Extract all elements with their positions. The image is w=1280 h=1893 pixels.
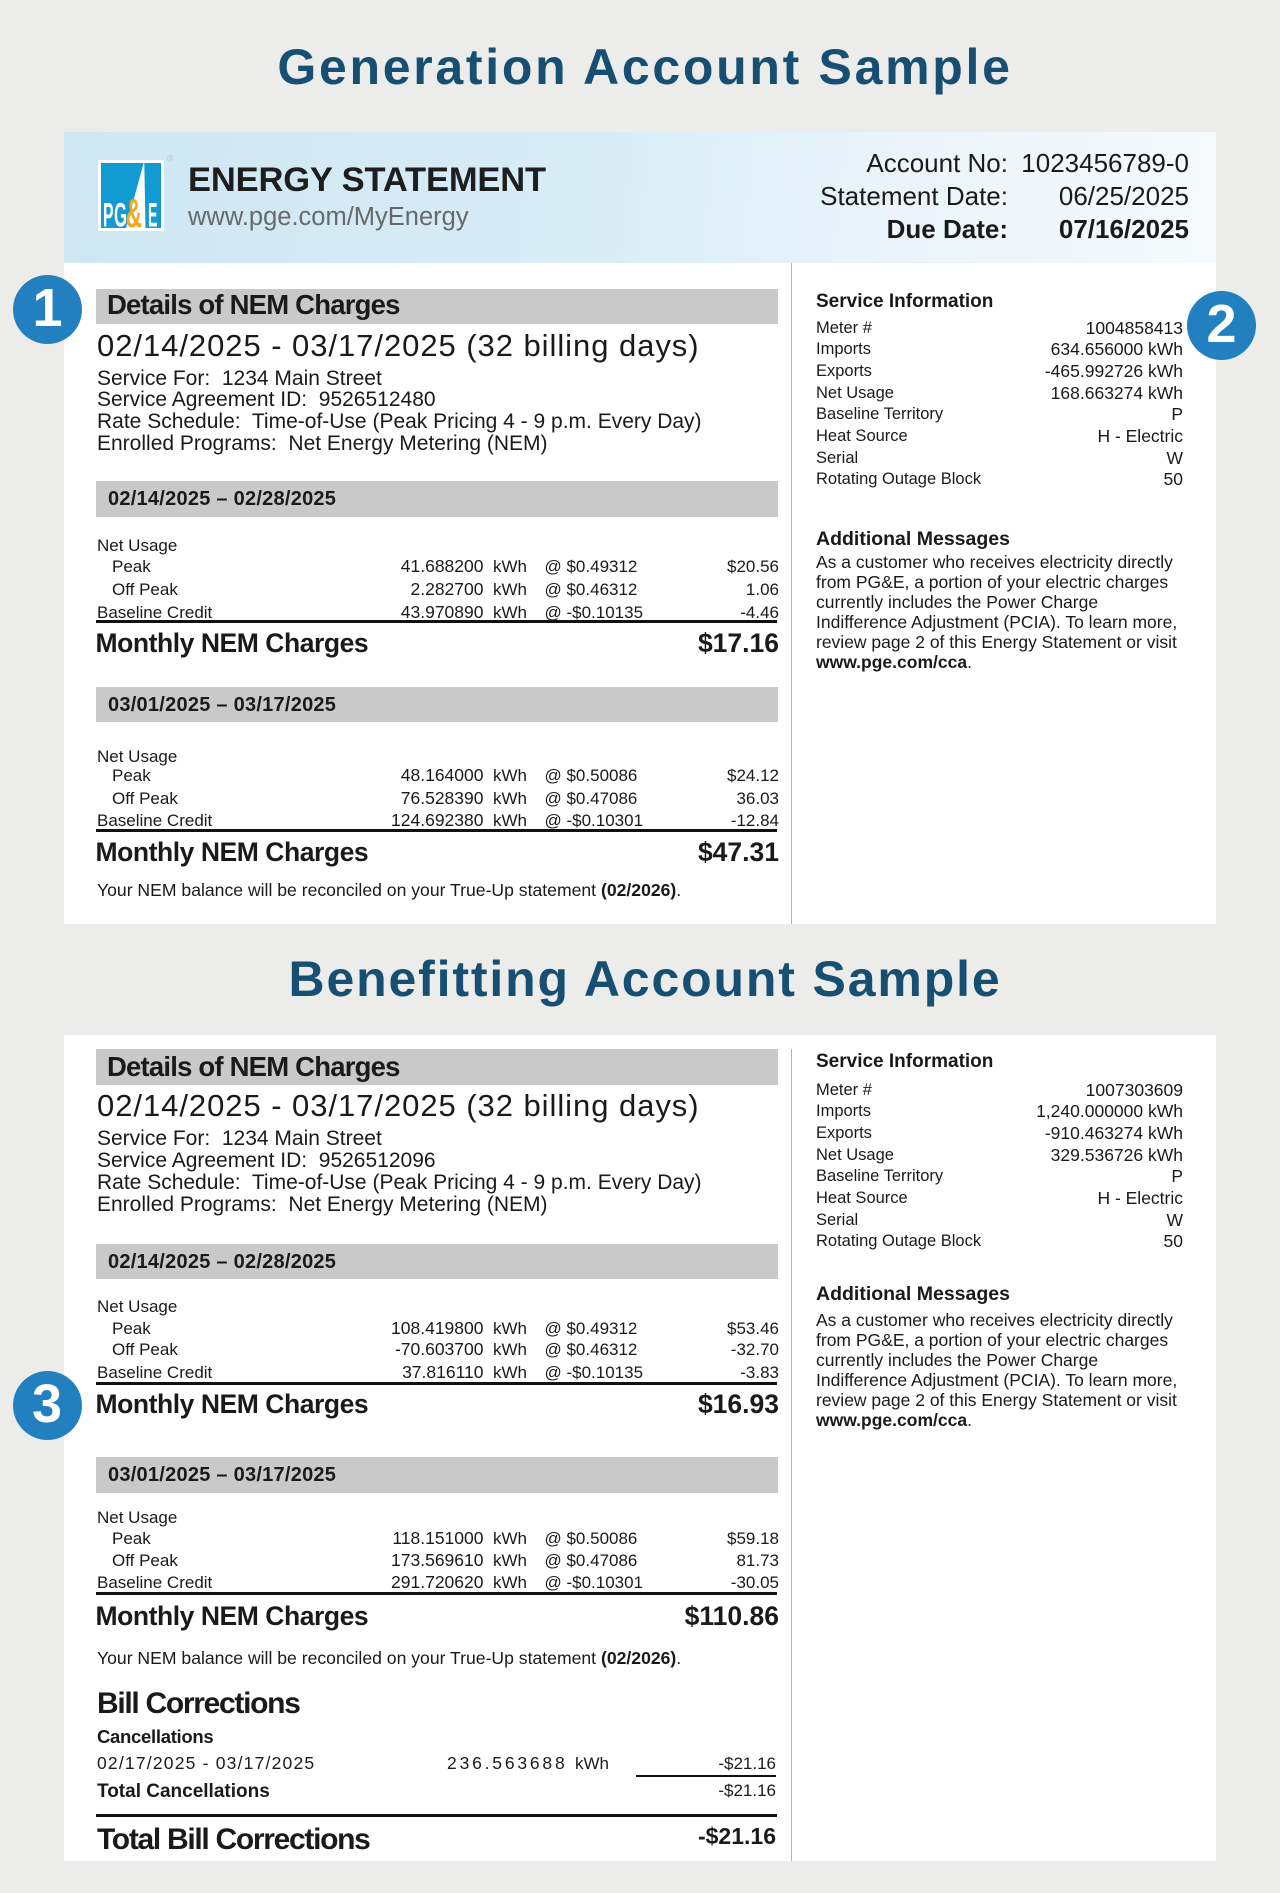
svg-text:&: & <box>126 190 143 231</box>
svg-text:P: P <box>103 197 114 232</box>
svg-text:E: E <box>148 197 158 232</box>
svg-text:G: G <box>114 197 127 232</box>
